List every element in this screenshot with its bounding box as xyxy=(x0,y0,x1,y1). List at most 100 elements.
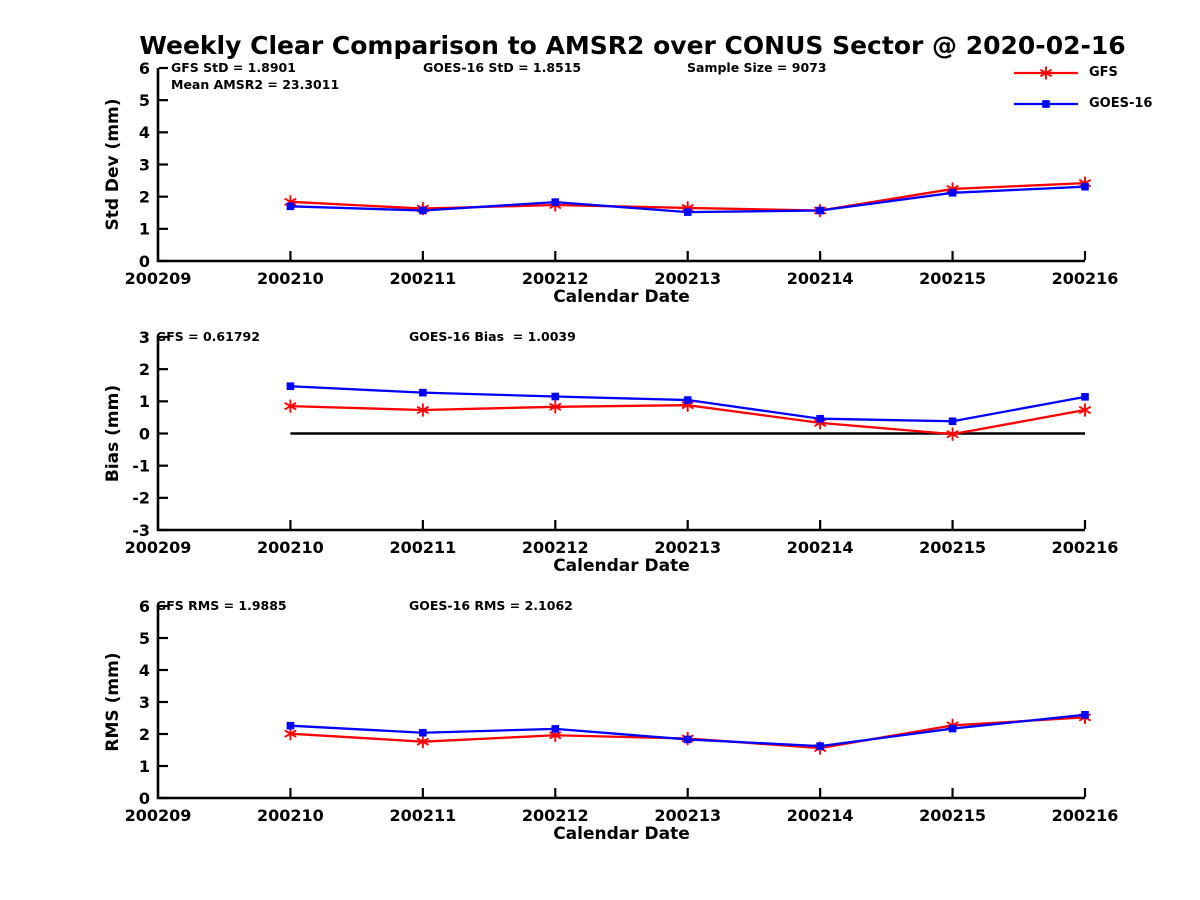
y-tick-label: 1 xyxy=(139,757,150,776)
marker-square xyxy=(286,202,295,211)
marker-square xyxy=(683,396,692,404)
axis-spine xyxy=(156,68,1085,263)
y-tick-label: 1 xyxy=(139,392,150,411)
x-tick-label: 200214 xyxy=(787,538,854,557)
marker-square xyxy=(1081,711,1089,719)
y-tick-label: -2 xyxy=(132,489,150,508)
x-tick-label: 200209 xyxy=(125,806,192,825)
x-tick-label: 200212 xyxy=(522,806,589,825)
x-tick-label: 200214 xyxy=(787,269,854,288)
marker-square xyxy=(419,206,427,215)
y-tick-label: 2 xyxy=(139,187,150,206)
annotation: GOES-16 Bias = 1.0039 xyxy=(409,329,576,344)
marker-square xyxy=(551,392,560,401)
marker-asterisk xyxy=(284,726,297,741)
x-tick-label: 200209 xyxy=(125,538,192,557)
annotation: GFS = 0.61792 xyxy=(156,329,260,344)
marker-asterisk xyxy=(1079,403,1091,417)
marker-square xyxy=(419,388,427,397)
y-tick-label: 3 xyxy=(139,328,150,347)
marker-square xyxy=(1081,393,1089,401)
marker-asterisk xyxy=(284,399,297,413)
x-tick-label: 200214 xyxy=(787,806,854,825)
figure-title: Weekly Clear Comparison to AMSR2 over CO… xyxy=(139,31,1126,60)
y-tick-label: 6 xyxy=(139,59,150,78)
y-axis-label: Bias (mm) xyxy=(103,385,123,482)
x-tick-label: 200210 xyxy=(257,269,324,288)
marker-square xyxy=(286,382,295,391)
x-tick-label: 200210 xyxy=(257,806,324,825)
axis-spine xyxy=(156,337,1085,532)
marker-asterisk xyxy=(946,427,959,441)
marker-square xyxy=(816,742,824,750)
chart-rms: 0 1 2 3 4 5 6 200209 200210 200211 200212 200213 200… xyxy=(103,597,1118,844)
x-tick-label: 200211 xyxy=(389,538,456,557)
y-tick-label: 0 xyxy=(139,252,150,271)
y-tick-label: 6 xyxy=(139,597,150,616)
chart-bias: -3 -2 -1 0 1 2 3 200209 200210 200211 200212 200213… xyxy=(103,328,1118,576)
y-tick-label: 0 xyxy=(139,789,150,808)
legend-item-gfs: GFS xyxy=(1012,57,1152,88)
y-tick-label: 2 xyxy=(139,725,150,744)
marker-square xyxy=(286,721,295,730)
annotation: GFS StD = 1.8901 xyxy=(171,60,296,75)
y-tick-label: 4 xyxy=(139,661,150,680)
marker-square xyxy=(816,206,824,215)
marker-square xyxy=(948,189,957,197)
x-tick-label: 200213 xyxy=(654,538,721,557)
x-tick-label: 200212 xyxy=(522,269,589,288)
x-tick-label: 200209 xyxy=(125,269,192,288)
annotation: GFS RMS = 1.9885 xyxy=(156,598,287,613)
goes-16-line-sample-icon xyxy=(1014,99,1078,108)
marker-square xyxy=(948,417,957,426)
x-axis-label: Calendar Date xyxy=(553,556,690,576)
x-tick-label: 200216 xyxy=(1052,806,1119,825)
y-tick-label: 1 xyxy=(139,220,150,239)
axis-spine xyxy=(156,606,1085,800)
y-tick-label: 0 xyxy=(139,424,150,443)
x-axis-label: Calendar Date xyxy=(553,287,690,307)
y-tick-label: 2 xyxy=(139,360,150,379)
marker-square xyxy=(683,208,692,216)
marker-square xyxy=(816,414,824,423)
marker-asterisk xyxy=(1040,65,1052,80)
annotation: GOES-16 StD = 1.8515 xyxy=(423,60,581,75)
legend: GFS GOES-16 xyxy=(1012,57,1152,119)
x-tick-label: 200211 xyxy=(389,269,456,288)
x-tick-label: 200210 xyxy=(257,538,324,557)
x-axis-label: Calendar Date xyxy=(553,824,690,844)
y-tick-label: 3 xyxy=(139,693,150,712)
x-tick-label: 200216 xyxy=(1052,269,1119,288)
legend-item-goes-16: GOES-16 xyxy=(1012,88,1152,119)
x-tick-label: 200215 xyxy=(919,269,986,288)
legend-label-goes-16: GOES-16 xyxy=(1089,96,1153,111)
x-tick-label: 200216 xyxy=(1052,538,1119,557)
x-tick-label: 200215 xyxy=(919,538,986,557)
legend-label-gfs: GFS xyxy=(1089,65,1118,80)
annotation: Sample Size = 9073 xyxy=(687,60,827,75)
annotation: Mean AMSR2 = 23.3011 xyxy=(171,77,339,92)
y-tick-label: -3 xyxy=(132,521,150,540)
y-tick-label: -1 xyxy=(132,456,150,475)
y-tick-label: 3 xyxy=(139,155,150,174)
x-tick-label: 200215 xyxy=(919,806,986,825)
x-tick-label: 200211 xyxy=(389,806,456,825)
chart-std-dev: 0 1 2 3 4 5 6 200209 200210 200211 200212 200213 200… xyxy=(103,59,1118,307)
marker-asterisk xyxy=(416,734,429,749)
x-tick-label: 200213 xyxy=(654,806,721,825)
y-tick-label: 5 xyxy=(139,629,150,648)
x-tick-label: 200212 xyxy=(522,538,589,557)
y-axis-label: RMS (mm) xyxy=(103,652,123,751)
marker-asterisk xyxy=(416,403,429,417)
y-axis-label: Std Dev (mm) xyxy=(103,98,123,230)
x-tick-label: 200213 xyxy=(654,269,721,288)
y-tick-label: 4 xyxy=(139,123,150,142)
marker-square xyxy=(551,198,560,206)
annotation: GOES-16 RMS = 2.1062 xyxy=(409,598,573,613)
y-tick-label: 5 xyxy=(139,91,150,110)
marker-square xyxy=(551,725,560,733)
marker-square xyxy=(419,728,427,737)
marker-square xyxy=(683,735,692,744)
